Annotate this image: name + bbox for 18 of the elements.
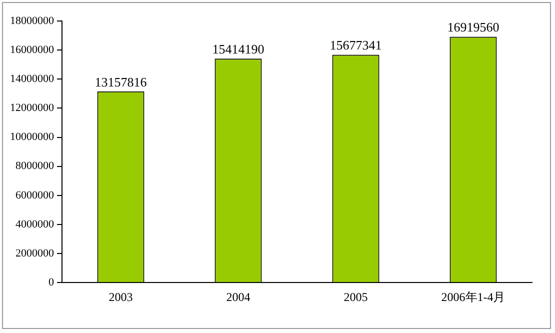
y-tick-label: 16000000 — [10, 44, 54, 56]
x-tick-label: 2003 — [108, 290, 133, 304]
y-tick-label: 4000000 — [16, 218, 54, 230]
data-label: 15414190 — [212, 42, 264, 56]
y-tick-label: 6000000 — [16, 189, 54, 202]
y-tick-label: 8000000 — [16, 160, 54, 172]
y-tick-label: 10000000 — [10, 131, 54, 144]
x-tick-label: 2004 — [226, 290, 250, 304]
x-tick-label: 2006年1-4月 — [441, 290, 506, 304]
x-tick-label: 2005 — [344, 290, 368, 304]
y-tick-label: 14000000 — [10, 73, 54, 86]
y-tick-label: 2000000 — [16, 247, 54, 260]
data-label: 13157816 — [94, 74, 148, 90]
data-label: 16919560 — [447, 20, 500, 35]
y-tick-label: 0 — [48, 276, 54, 288]
y-tick-label: 18000000 — [10, 14, 54, 27]
y-tick-label: 12000000 — [10, 102, 54, 114]
data-label: 15677341 — [330, 38, 382, 53]
